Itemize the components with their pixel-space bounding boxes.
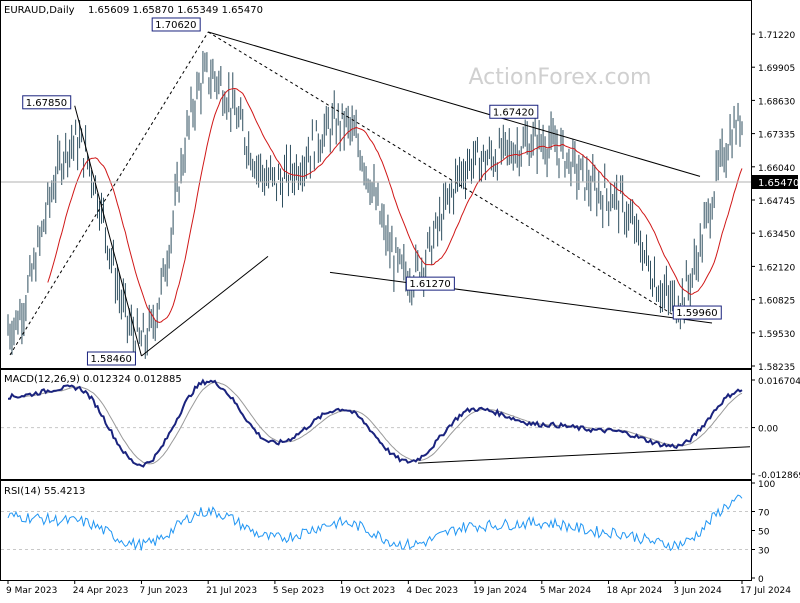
price-tick-label: 1.68630: [758, 97, 795, 107]
price-tick-label: 1.71220: [758, 31, 795, 41]
rsi-y-axis: 100 70 50 30 0: [751, 480, 775, 585]
rsi-panel-frame: [0, 480, 752, 581]
channel-line: [141, 255, 269, 357]
price-tick-label: 1.64745: [758, 197, 795, 207]
macd-title: MACD(12,26,9) 0.012324 0.012885: [4, 374, 182, 385]
current-price-tag: [752, 175, 798, 189]
price-bars: [7, 50, 743, 365]
date-tick-label: 18 Apr 2024: [607, 586, 663, 596]
price-label-box: [151, 17, 201, 32]
price-label: 1.67420: [493, 107, 534, 118]
rsi-tick-label: 70: [758, 509, 770, 519]
dashed-fib-line: [207, 31, 676, 317]
date-tick-label: 9 Mar 2023: [6, 586, 57, 596]
macd-panel-frame: [0, 369, 752, 480]
macd-lines: [1, 378, 751, 468]
price-label-box: [405, 276, 455, 291]
watermark: ActionForex.com: [469, 65, 652, 90]
macd-trendline: [417, 446, 751, 464]
rsi-tick-label: 50: [758, 528, 770, 538]
rsi-tick-label: 0: [758, 575, 764, 585]
price-tick-label: 1.66040: [758, 164, 795, 174]
macd-y-axis: 0.016704 0.00 -0.012869: [751, 377, 800, 481]
price-label: 1.70620: [155, 20, 196, 31]
price-label: 1.61270: [409, 279, 450, 290]
date-tick-label: 19 Oct 2023: [340, 586, 396, 596]
moving-average: [47, 87, 743, 324]
price-y-axis: 1.71220 1.69905 1.68630 1.67335 1.66040 1.647…: [751, 31, 795, 373]
price-label-box: [22, 95, 72, 110]
ma-line: [47, 87, 743, 324]
date-tick-label: 5 Sep 2023: [273, 586, 324, 596]
rsi-path: [7, 494, 743, 552]
rsi-line: [1, 494, 751, 552]
rsi-title: RSI(14) 55.4213: [4, 486, 85, 497]
macd-tick-label: 0.016704: [758, 377, 800, 387]
rsi-tick-label: 30: [758, 547, 770, 557]
date-tick-label: 7 Jun 2023: [139, 586, 187, 596]
price-tick-label: 1.63450: [758, 230, 795, 240]
macd-signal-line: [23, 381, 743, 465]
date-tick-label: 17 Jul 2024: [740, 586, 791, 596]
macd-tick-label: 0.00: [758, 425, 778, 435]
price-label: 1.67850: [26, 98, 67, 109]
macd-line: [8, 378, 743, 468]
price-tick-label: 1.62120: [758, 263, 795, 273]
date-x-axis: 9 Mar 2023 24 Apr 2023 7 Jun 2023 21 Jul 20…: [6, 580, 791, 596]
upper-trendline: [208, 31, 701, 177]
price-tick-label: 1.58235: [758, 363, 795, 373]
lower-trendline: [329, 271, 713, 324]
price-label-box: [672, 305, 722, 320]
price-annotations: 1.70620 1.67850 1.58460 1.61270 1.67420 1.599…: [22, 17, 722, 366]
date-tick-label: 24 Apr 2023: [73, 586, 129, 596]
price-label-box: [489, 104, 539, 119]
date-tick-label: 21 Jul 2023: [206, 586, 257, 596]
price-label-box: [86, 351, 136, 366]
macd-tick-label: -0.012869: [758, 471, 800, 481]
current-price-text: 1.65470: [758, 178, 799, 189]
price-tick-label: 1.59530: [758, 330, 795, 340]
price-tick-label: 1.60825: [758, 297, 795, 307]
date-tick-label: 19 Jan 2024: [473, 586, 527, 596]
price-tick-label: 1.67335: [758, 131, 795, 141]
trendlines: [9, 31, 713, 357]
rsi-tick-label: 100: [758, 480, 775, 490]
symbol-label: EURAUD,Daily: [4, 5, 75, 16]
date-tick-label: 3 Jun 2024: [673, 586, 722, 596]
date-tick-label: 4 Dec 2023: [406, 586, 458, 596]
price-label: 1.58460: [90, 354, 131, 365]
swing-line: [74, 105, 142, 357]
date-tick-label: 5 Mar 2024: [540, 586, 592, 596]
price-label: 1.59960: [676, 308, 717, 319]
ohlc-readout: 1.65609 1.65870 1.65349 1.65470: [88, 5, 263, 16]
price-tick-label: 1.69905: [758, 64, 795, 74]
